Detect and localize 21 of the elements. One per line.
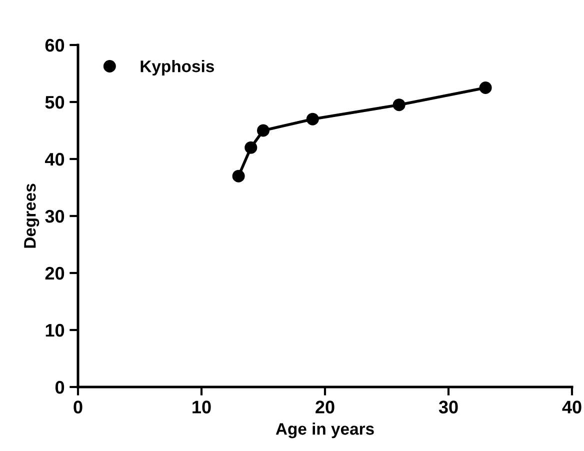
point <box>479 82 492 94</box>
x-axis-title: Age in years <box>276 422 374 438</box>
point <box>392 98 406 112</box>
x-tick-label: 0 <box>74 400 82 414</box>
y-tick-label: 50 <box>45 96 64 109</box>
point <box>257 124 270 137</box>
x-tick-label: 10 <box>192 400 211 414</box>
x-tick-label: 30 <box>438 400 458 414</box>
y-tick-label: 10 <box>46 324 64 337</box>
x-tick-label: 20 <box>316 400 334 414</box>
y-tick-label: 30 <box>45 210 64 223</box>
y-axis-title: Degrees <box>24 184 40 248</box>
y-tick-label: 20 <box>45 266 64 280</box>
y-tick-label: 40 <box>45 152 64 166</box>
point <box>232 170 245 182</box>
point <box>306 112 319 126</box>
y-tick-label: 60 <box>45 38 64 52</box>
y-tick-label: 0 <box>55 380 64 394</box>
x-tick-label: 40 <box>562 400 582 414</box>
legend-label: Kyphosis <box>140 60 214 76</box>
point <box>244 141 258 154</box>
